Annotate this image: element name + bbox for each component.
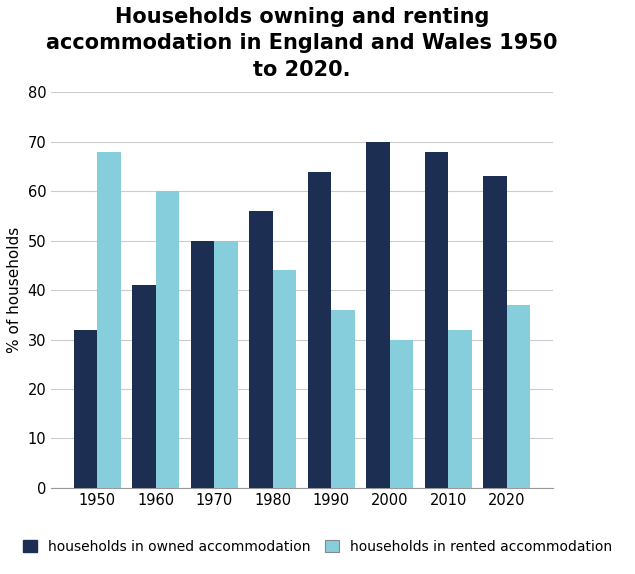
Bar: [448, 329, 472, 488]
Bar: [156, 191, 179, 488]
Y-axis label: % of households: % of households: [7, 227, 22, 353]
Bar: [366, 142, 390, 488]
Bar: [507, 305, 530, 488]
Bar: [308, 172, 331, 488]
Bar: [191, 241, 214, 488]
Bar: [425, 152, 448, 488]
Bar: [483, 176, 507, 488]
Bar: [214, 241, 237, 488]
Bar: [273, 270, 296, 488]
Bar: [331, 310, 355, 488]
Bar: [97, 152, 121, 488]
Title: Households owning and renting
accommodation in England and Wales 1950
to 2020.: Households owning and renting accommodat…: [46, 7, 558, 80]
Bar: [133, 285, 156, 488]
Bar: [250, 211, 273, 488]
Bar: [390, 340, 413, 488]
Legend: households in owned accommodation, households in rented accommodation: households in owned accommodation, house…: [18, 534, 617, 560]
Bar: [74, 329, 97, 488]
